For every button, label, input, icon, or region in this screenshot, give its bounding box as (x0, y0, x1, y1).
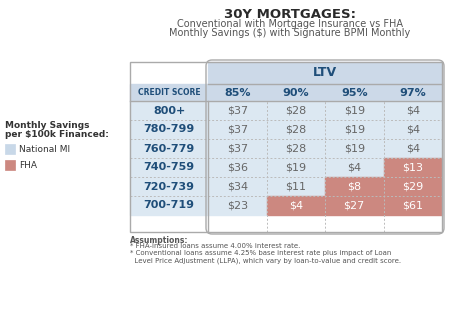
Bar (266, 120, 325, 139)
Text: $8: $8 (347, 181, 361, 192)
Text: 85%: 85% (224, 87, 251, 98)
Text: $23: $23 (227, 201, 248, 210)
Text: 740-759: 740-759 (144, 162, 194, 172)
Bar (208, 62, 442, 84)
Bar (208, 120, 266, 139)
Bar (266, 177, 325, 196)
Bar (266, 196, 325, 215)
Text: $37: $37 (227, 125, 248, 135)
Text: $13: $13 (402, 162, 423, 172)
Text: $19: $19 (285, 162, 306, 172)
Text: CREDIT SCORE: CREDIT SCORE (138, 88, 200, 97)
Bar (130, 84, 442, 101)
Bar (383, 158, 442, 177)
Bar (325, 177, 383, 196)
Text: $36: $36 (227, 162, 248, 172)
Text: Assumptions:: Assumptions: (130, 236, 189, 245)
Bar (208, 196, 266, 215)
Text: $19: $19 (344, 144, 365, 153)
Text: $27: $27 (344, 201, 365, 210)
Text: $19: $19 (344, 125, 365, 135)
Text: $28: $28 (285, 144, 306, 153)
Text: FHA: FHA (19, 161, 37, 170)
Bar (266, 158, 325, 177)
Bar (325, 120, 383, 139)
Bar (266, 101, 325, 120)
Bar (208, 139, 266, 158)
Text: 700-719: 700-719 (144, 201, 194, 210)
Bar (130, 120, 208, 139)
Text: Monthly Savings ($) with Signature BPMI Monthly: Monthly Savings ($) with Signature BPMI … (169, 28, 410, 38)
Text: $11: $11 (285, 181, 306, 192)
Text: $4: $4 (406, 144, 420, 153)
Text: 97%: 97% (400, 87, 426, 98)
Text: per $100k Financed:: per $100k Financed: (5, 130, 109, 139)
Bar (130, 158, 208, 177)
Bar (383, 177, 442, 196)
Bar (208, 177, 266, 196)
Bar (5, 144, 15, 154)
Text: 720-739: 720-739 (144, 181, 194, 192)
Bar (383, 196, 442, 215)
Text: $4: $4 (406, 105, 420, 116)
Text: $4: $4 (347, 162, 361, 172)
Bar (130, 196, 208, 215)
Text: * Conventional loans assume 4.25% base interest rate plus impact of Loan: * Conventional loans assume 4.25% base i… (130, 250, 392, 256)
Text: $61: $61 (402, 201, 423, 210)
Text: LTV: LTV (313, 67, 337, 79)
Text: $19: $19 (344, 105, 365, 116)
Text: 760-779: 760-779 (144, 144, 194, 153)
Text: Conventional with Mortgage Insurance vs FHA: Conventional with Mortgage Insurance vs … (177, 19, 403, 29)
Bar (383, 120, 442, 139)
Text: $4: $4 (406, 125, 420, 135)
Bar (383, 139, 442, 158)
Bar (130, 101, 208, 120)
Text: $28: $28 (285, 125, 306, 135)
Bar (383, 101, 442, 120)
Text: 780-799: 780-799 (144, 125, 194, 135)
Text: * FHA-insured loans assume 4.00% interest rate.: * FHA-insured loans assume 4.00% interes… (130, 243, 301, 249)
Bar (5, 160, 15, 170)
Text: $34: $34 (227, 181, 248, 192)
Bar (325, 196, 383, 215)
Bar (208, 101, 266, 120)
Bar (266, 139, 325, 158)
Text: $28: $28 (285, 105, 306, 116)
Text: $37: $37 (227, 105, 248, 116)
Text: Level Price Adjustment (LLPA), which vary by loan-to-value and credit score.: Level Price Adjustment (LLPA), which var… (130, 257, 401, 264)
Bar (325, 139, 383, 158)
Bar (130, 62, 442, 232)
Text: Monthly Savings: Monthly Savings (5, 121, 90, 130)
Text: $4: $4 (289, 201, 303, 210)
Text: $29: $29 (402, 181, 423, 192)
Bar (325, 158, 383, 177)
Text: 30Y MORTGAGES:: 30Y MORTGAGES: (224, 8, 356, 21)
Bar (130, 177, 208, 196)
Bar (130, 139, 208, 158)
Text: $37: $37 (227, 144, 248, 153)
Text: 800+: 800+ (153, 105, 185, 116)
Bar (325, 101, 383, 120)
Text: 90%: 90% (283, 87, 309, 98)
Text: 95%: 95% (341, 87, 368, 98)
Bar (208, 158, 266, 177)
Text: National MI: National MI (19, 144, 70, 153)
